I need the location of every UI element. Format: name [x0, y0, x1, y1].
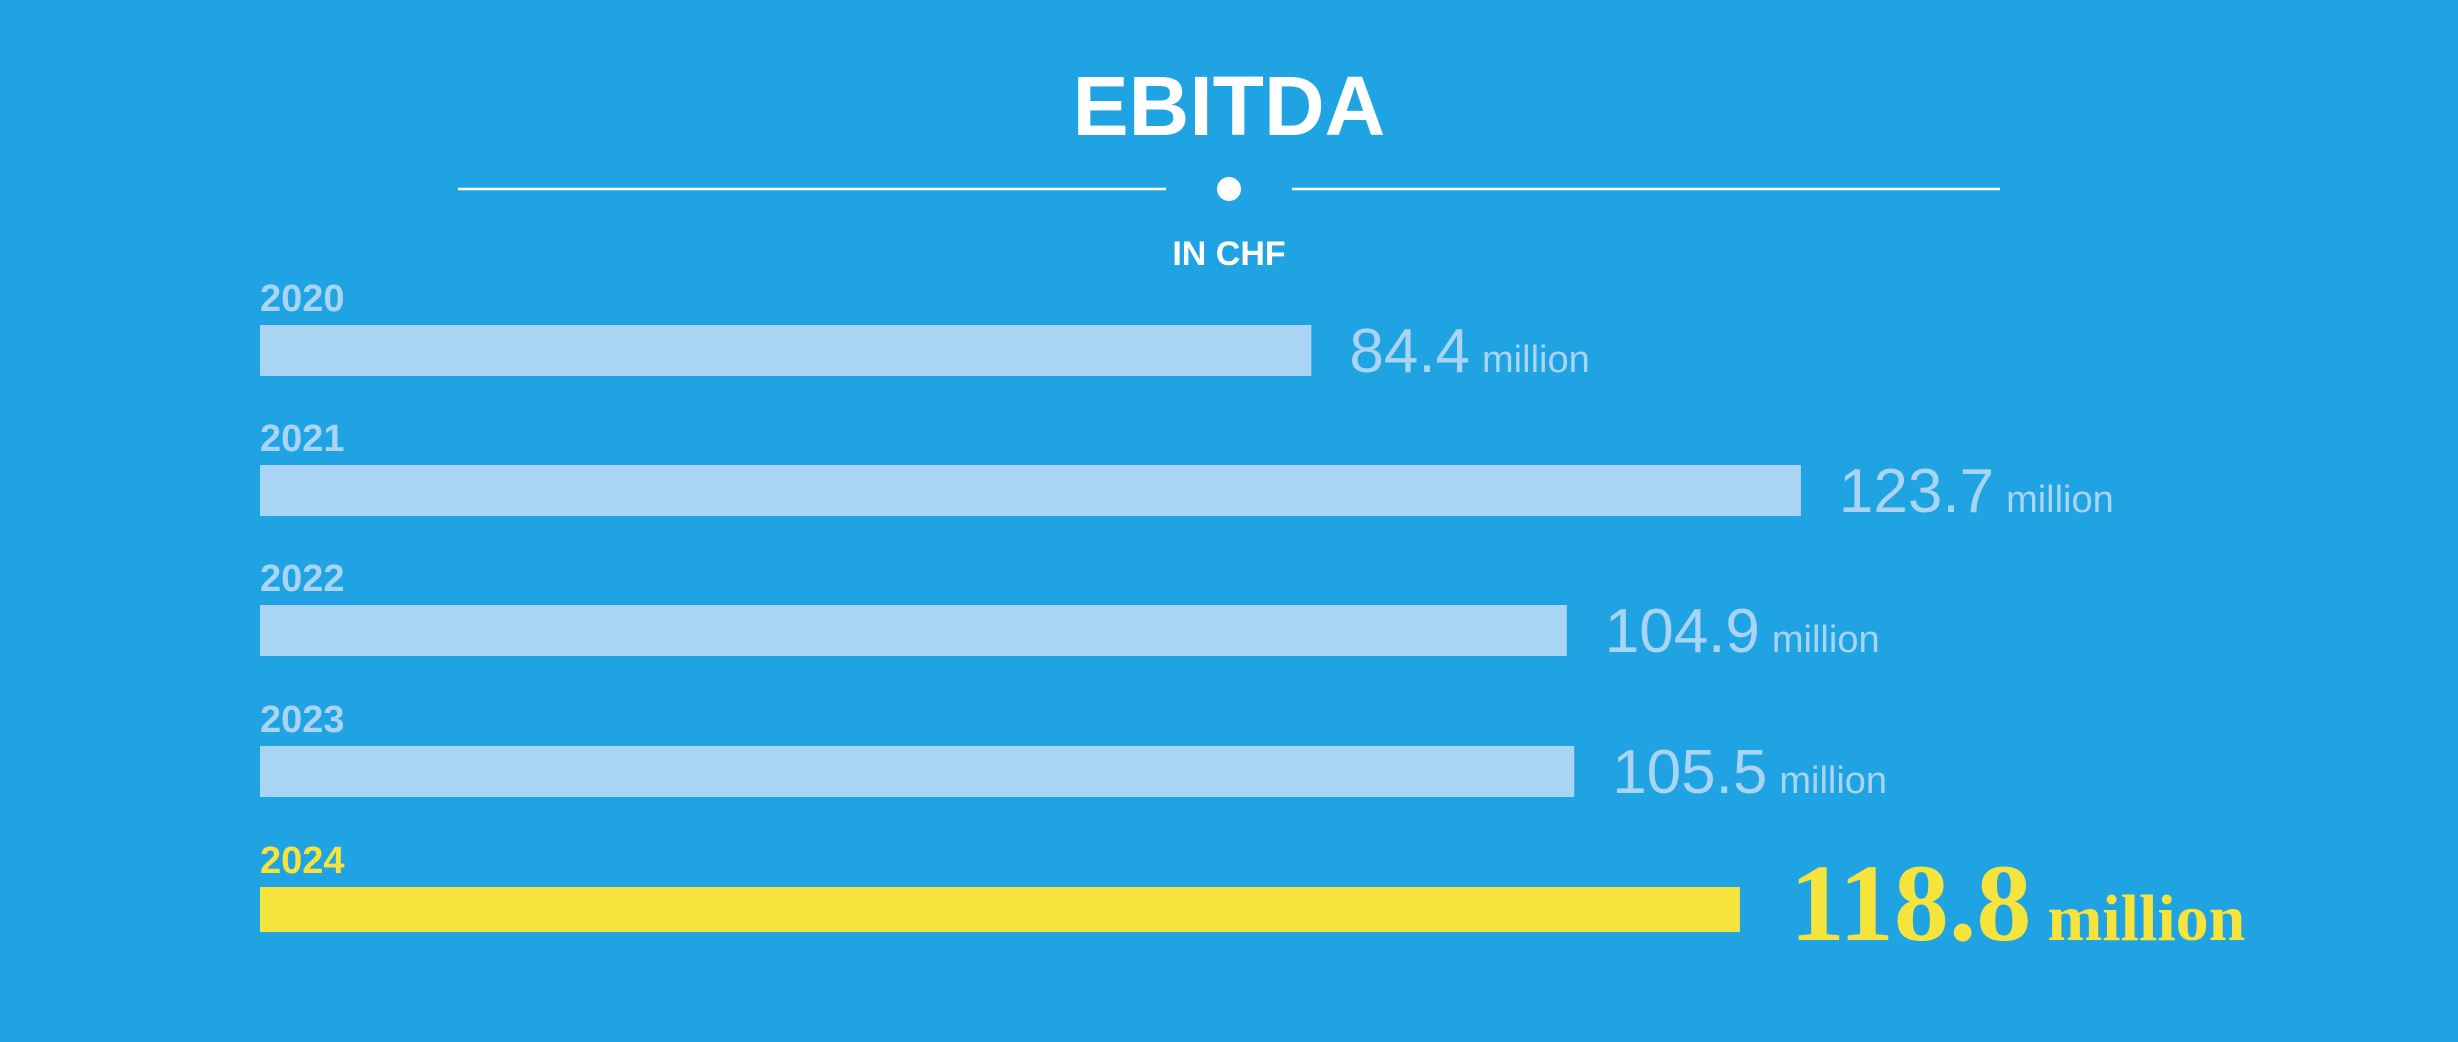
bar-value-unit: million — [1779, 760, 1887, 802]
bar-value-label: 105.5 million — [1612, 738, 1887, 807]
bar-value-number: 105.5 — [1612, 738, 1767, 807]
bar-series: 2020 84.4 million 2021 123.7 million 2022 104.9… — [260, 278, 2245, 964]
bar-value-label: 123.7 million — [1839, 457, 2114, 526]
bar-value-number: 104.9 — [1605, 597, 1760, 666]
chart-subtitle: IN CHF — [1172, 235, 1285, 273]
bar-category-label: 2022 — [260, 558, 345, 600]
bar-value-number: 118.8 — [1790, 842, 2031, 964]
bar-value-label: 104.9 million — [1605, 597, 1880, 666]
bar-category-label: 2024 — [260, 840, 345, 882]
bar — [260, 465, 1801, 516]
chart-title: EBITDA — [1073, 59, 1386, 153]
bar — [260, 887, 1740, 932]
bar-category-label: 2020 — [260, 278, 345, 320]
bar-value-unit: million — [2006, 479, 2114, 521]
bar-value-unit: million — [1482, 339, 1590, 381]
bar-value-label: 84.4 million — [1349, 317, 1589, 386]
bar — [260, 746, 1575, 797]
bar — [260, 605, 1567, 656]
bar-category-label: 2021 — [260, 418, 345, 460]
title-divider-dot — [1217, 177, 1241, 201]
bar-value-unit: million — [2047, 882, 2245, 955]
bar-category-label: 2023 — [260, 699, 345, 741]
bar-value-number: 84.4 — [1349, 317, 1470, 386]
bar-value-unit: million — [1772, 619, 1880, 661]
bar-value-label: 118.8 million — [1790, 842, 2245, 964]
bar — [260, 325, 1312, 376]
bar-value-number: 123.7 — [1839, 457, 1994, 526]
